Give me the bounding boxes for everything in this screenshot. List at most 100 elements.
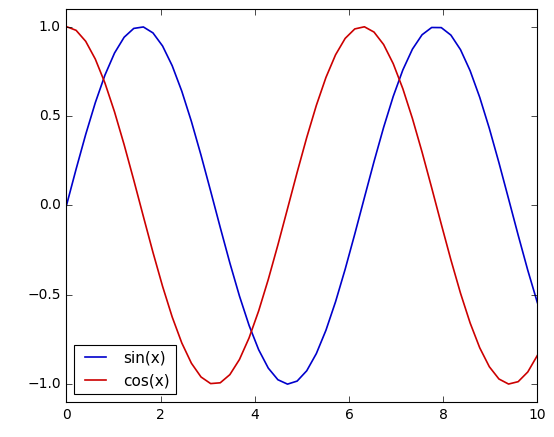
sin(x): [284, 382, 291, 387]
Legend: sin(x), cos(x): sin(x), cos(x): [74, 344, 176, 395]
cos(x): [438, 222, 445, 227]
cos(x): [380, 42, 387, 47]
cos(x): [188, 361, 195, 366]
sin(x): [121, 35, 127, 40]
sin(x): [390, 94, 397, 99]
sin(x): [428, 25, 435, 30]
sin(x): [505, 196, 512, 201]
sin(x): [525, 267, 531, 273]
sin(x): [496, 160, 502, 165]
sin(x): [83, 132, 89, 137]
cos(x): [457, 291, 464, 296]
sin(x): [371, 159, 377, 164]
sin(x): [380, 125, 387, 130]
cos(x): [140, 214, 147, 219]
sin(x): [486, 126, 493, 131]
sin(x): [246, 323, 253, 328]
sin(x): [92, 100, 99, 105]
cos(x): [294, 170, 300, 175]
sin(x): [159, 43, 166, 49]
cos(x): [419, 149, 425, 155]
sin(x): [438, 25, 445, 30]
cos(x): [515, 379, 521, 384]
sin(x): [236, 293, 243, 298]
cos(x): [236, 357, 243, 362]
cos(x): [101, 80, 108, 86]
sin(x): [217, 225, 224, 230]
sin(x): [361, 195, 368, 200]
cos(x): [130, 177, 137, 183]
cos(x): [351, 26, 358, 31]
cos(x): [178, 340, 185, 346]
cos(x): [505, 382, 512, 387]
sin(x): [178, 89, 185, 94]
cos(x): [265, 277, 271, 282]
cos(x): [342, 36, 348, 41]
cos(x): [428, 185, 435, 191]
cos(x): [496, 376, 502, 382]
sin(x): [140, 24, 147, 30]
cos(x): [207, 381, 214, 386]
sin(x): [448, 32, 454, 38]
sin(x): [534, 300, 541, 305]
cos(x): [467, 320, 474, 326]
cos(x): [371, 29, 377, 35]
cos(x): [198, 375, 204, 380]
sin(x): [419, 32, 425, 38]
cos(x): [111, 109, 118, 114]
sin(x): [332, 299, 339, 304]
cos(x): [313, 103, 320, 108]
cos(x): [227, 372, 233, 377]
sin(x): [227, 260, 233, 266]
cos(x): [525, 369, 531, 375]
sin(x): [304, 368, 310, 373]
cos(x): [159, 284, 166, 289]
sin(x): [275, 377, 281, 382]
cos(x): [121, 142, 127, 147]
sin(x): [255, 347, 262, 352]
sin(x): [130, 26, 137, 31]
cos(x): [448, 257, 454, 263]
sin(x): [515, 232, 521, 238]
cos(x): [409, 116, 416, 121]
sin(x): [294, 378, 300, 384]
cos(x): [332, 52, 339, 57]
cos(x): [275, 242, 281, 247]
sin(x): [476, 95, 483, 100]
sin(x): [150, 30, 156, 35]
sin(x): [399, 67, 406, 73]
cos(x): [217, 380, 224, 385]
cos(x): [486, 364, 493, 369]
cos(x): [399, 86, 406, 91]
cos(x): [255, 308, 262, 313]
sin(x): [169, 63, 176, 68]
Line: cos(x): cos(x): [66, 27, 537, 384]
sin(x): [467, 68, 474, 73]
cos(x): [92, 56, 99, 62]
sin(x): [188, 119, 195, 124]
sin(x): [351, 231, 358, 236]
sin(x): [101, 73, 108, 78]
sin(x): [111, 50, 118, 55]
sin(x): [313, 351, 320, 356]
sin(x): [198, 153, 204, 158]
sin(x): [322, 328, 329, 333]
cos(x): [534, 353, 541, 358]
cos(x): [150, 250, 156, 255]
cos(x): [169, 314, 176, 319]
cos(x): [390, 61, 397, 66]
cos(x): [246, 335, 253, 340]
cos(x): [361, 24, 368, 29]
sin(x): [73, 166, 79, 172]
sin(x): [207, 188, 214, 194]
cos(x): [476, 345, 483, 350]
cos(x): [304, 135, 310, 140]
cos(x): [322, 75, 329, 80]
sin(x): [265, 365, 271, 371]
sin(x): [63, 203, 70, 208]
sin(x): [409, 46, 416, 52]
sin(x): [342, 267, 348, 272]
cos(x): [73, 28, 79, 33]
Line: sin(x): sin(x): [66, 27, 537, 384]
cos(x): [284, 206, 291, 212]
